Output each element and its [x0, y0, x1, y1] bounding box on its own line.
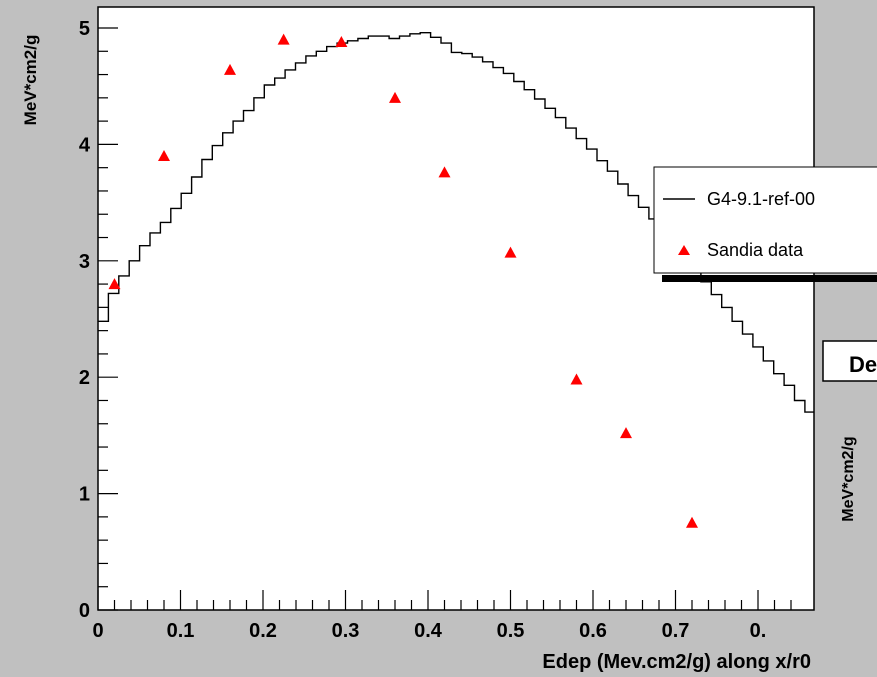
- x-tick-label: 0.3: [332, 620, 360, 642]
- y-tick-label: 5: [79, 18, 90, 40]
- sandia-data-point: [438, 166, 451, 178]
- legend-shadow: [662, 275, 877, 282]
- y-tick-label: 2: [79, 367, 90, 389]
- legend: G4-9.1-ref-00 Sandia data: [653, 166, 877, 282]
- x-tick-label: 0.6: [579, 620, 607, 642]
- sandia-data-point: [620, 427, 632, 439]
- sandia-data-point: [108, 278, 121, 290]
- x-axis: 0 0.1 0.2 0.3 0.4 0.5 0.6 0.7 0.: [92, 590, 792, 642]
- y-axis: 0 1 2 3 4 5: [79, 18, 118, 622]
- x-tick-label: 0.5: [497, 620, 525, 642]
- legend-entry-g4: G4-9.1-ref-00: [707, 189, 815, 209]
- sandia-data-point: [686, 516, 698, 528]
- sandia-markers: [108, 33, 698, 528]
- main-plot-area: 0 1 2 3 4 5 0 0.1 0.2 0.3 0.4 0.5 0.6 0.7 0.: [79, 6, 815, 642]
- x-tick-label: 0.: [750, 620, 767, 642]
- y-tick-label: 3: [79, 251, 90, 273]
- sandia-data-point: [277, 33, 290, 45]
- sandia-data-point: [389, 91, 401, 103]
- inset-title: De: [849, 352, 877, 377]
- x-tick-label: 0.7: [662, 620, 690, 642]
- y-tick-label: 1: [79, 484, 90, 506]
- sandia-data-point: [158, 150, 170, 162]
- sandia-data-point: [224, 63, 236, 75]
- inset-y-axis-label: MeV*cm2/g: [840, 436, 857, 521]
- plot-frame: [97, 6, 815, 611]
- x-tick-label: 0.4: [414, 620, 443, 642]
- inset-panel: De MeV*cm2/g: [822, 340, 877, 522]
- y-tick-label: 0: [79, 600, 90, 622]
- x-tick-label: 0.1: [167, 620, 195, 642]
- x-tick-label: 0: [92, 620, 103, 642]
- y-tick-label: 4: [79, 134, 91, 156]
- legend-entry-sandia: Sandia data: [707, 240, 804, 260]
- x-tick-label: 0.2: [249, 620, 277, 642]
- legend-box: [653, 166, 877, 274]
- inset-title-box: [822, 340, 877, 382]
- sandia-data-point: [335, 35, 348, 47]
- y-axis-label: MeV*cm2/g: [21, 35, 40, 126]
- x-axis-label: Edep (Mev.cm2/g) along x/r0: [542, 651, 811, 673]
- sandia-data-point: [504, 246, 517, 258]
- legend-triangle-swatch: [678, 245, 690, 255]
- sandia-data-point: [570, 373, 583, 385]
